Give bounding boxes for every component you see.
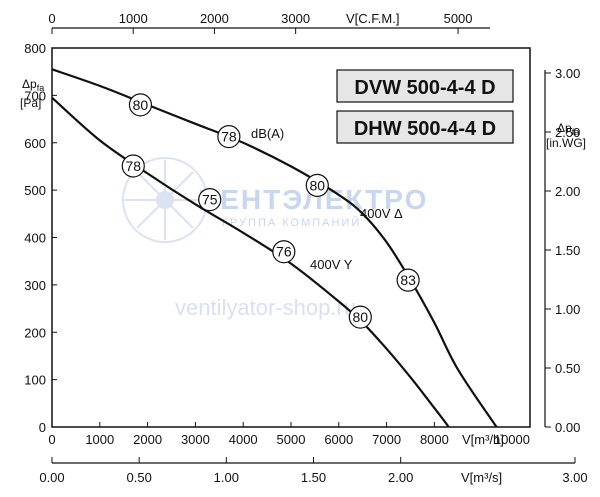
top-tick-label: 2000 [200,11,229,26]
sound-marker-circle [396,268,420,292]
m3s-axis-ticks: 0.00 0.50 1.00 1.50 2.00 3.00 [39,457,588,485]
watermark-site: ventilyator-shop.ru [175,295,356,320]
sound-marker: 78 [121,154,145,178]
sound-marker-circle [121,154,145,178]
left-tick-label: 700 [24,88,46,103]
sound-marker: 76 [272,240,296,264]
top-tick-label: 0 [48,11,55,26]
left-axis-unit: [Pa] [20,96,41,110]
left-tick-label: 200 [24,325,46,340]
sound-marker: 75 [198,188,222,212]
m3s-tick-label: 0.50 [127,470,152,485]
right-tick-label: 3.00 [555,66,580,81]
left-tick-label: 400 [24,231,46,246]
bottom-tick-label: 2000 [133,432,162,447]
left-tick-label: 800 [24,41,46,56]
sound-marker: 78 [217,124,241,149]
model-label-dvw: DVW 500-4-4 D [354,77,495,99]
m3s-tick-label: 3.00 [562,470,587,485]
left-axis-ticks: 0 100 200 300 400 500 600 700 800 [24,41,57,435]
watermark-fan-icon [122,157,208,243]
series-label-400v-delta: 400V Δ [360,206,403,221]
bottom-axis-label: V[m³/h] [462,432,504,447]
model-box-dhw: DHW 500-4-4 D [336,110,514,144]
sound-marker-label: 78 [125,158,141,174]
right-tick-label: 0.00 [555,420,580,435]
sound-marker-circle [348,305,372,329]
bottom-tick-label: 1000 [85,432,114,447]
sound-marker-label: 80 [133,97,149,113]
bottom-tick-label: 0 [48,432,55,447]
sound-marker-label: 80 [310,177,326,193]
sound-marker-label: 83 [400,272,416,288]
sound-marker-label: 80 [353,309,369,325]
sound-marker: 83 [396,268,420,292]
top-tick-label: 5000 [444,11,473,26]
sound-marker: 80 [348,305,372,329]
right-tick-label: 1.00 [555,302,580,317]
right-tick-label: 2.50 [555,125,580,140]
top-tick-label: 3000 [281,11,310,26]
m3s-tick-label: 1.00 [214,470,239,485]
m3s-tick-label: 2.00 [388,470,413,485]
left-tick-label: 300 [24,278,46,293]
bottom-tick-label: 6000 [324,432,353,447]
right-tick-label: 1.50 [555,243,580,258]
sound-level-markers: 80 78 80 83 78 75 76 80 [121,93,420,329]
watermark-tagline: ГРУППА КОМПАНИЙ [222,216,361,229]
sound-marker-label: 76 [276,244,292,260]
bottom-tick-label: 8000 [420,432,449,447]
top-tick-label: 1000 [119,11,148,26]
sound-marker: 80 [305,173,329,197]
right-axis-label: Δpfa [557,121,579,137]
sound-marker-label: 78 [221,129,237,145]
sound-marker-circle [198,188,222,212]
m3s-tick-label: 0.00 [39,470,64,485]
db-unit-label: dB(A) [251,126,284,141]
bottom-tick-label: 3000 [181,432,210,447]
series-label-400v-y: 400V Y [310,257,353,272]
left-tick-label: 600 [24,136,46,151]
right-tick-label: 0.50 [555,361,580,376]
watermark: ВЕНТЭЛЕКТРО ГРУППА КОМПАНИЙ ventilyator-… [122,157,426,320]
sound-marker-circle [272,240,296,264]
bottom-tick-label: 7000 [372,432,401,447]
bottom-tick-label: 5000 [277,432,306,447]
bottom-tick-label: 4000 [229,432,258,447]
left-tick-label: 500 [24,183,46,198]
m3s-tick-label: 1.50 [301,470,326,485]
sound-marker-label: 75 [202,192,218,208]
m3s-axis-label: V[m³/s] [461,470,502,485]
sound-marker-circle [128,93,153,117]
left-tick-label: 0 [39,420,46,435]
left-axis-label: Δpfa [22,77,44,93]
sound-marker-circle [217,124,241,149]
right-axis-ticks: 0.00 0.50 1.00 1.50 2.00 2.50 3.00 [545,66,580,435]
model-label-dhw: DHW 500-4-4 D [354,118,496,140]
top-axis-ticks: 0 1000 2000 3000 5000 [48,11,473,34]
sound-marker-circle [305,173,329,197]
right-axis-unit: [in.WG] [546,136,586,150]
sound-marker: 80 [128,93,153,117]
bottom-axis-ticks: 0 1000 2000 3000 4000 5000 6000 7000 8000 10000 [48,422,531,447]
right-tick-label: 2.00 [555,184,580,199]
model-box-dvw: DVW 500-4-4 D [336,69,514,103]
bottom-tick-label: 10000 [494,432,530,447]
top-axis-label: V[C.F.M.] [346,11,399,26]
left-tick-label: 100 [24,373,46,388]
